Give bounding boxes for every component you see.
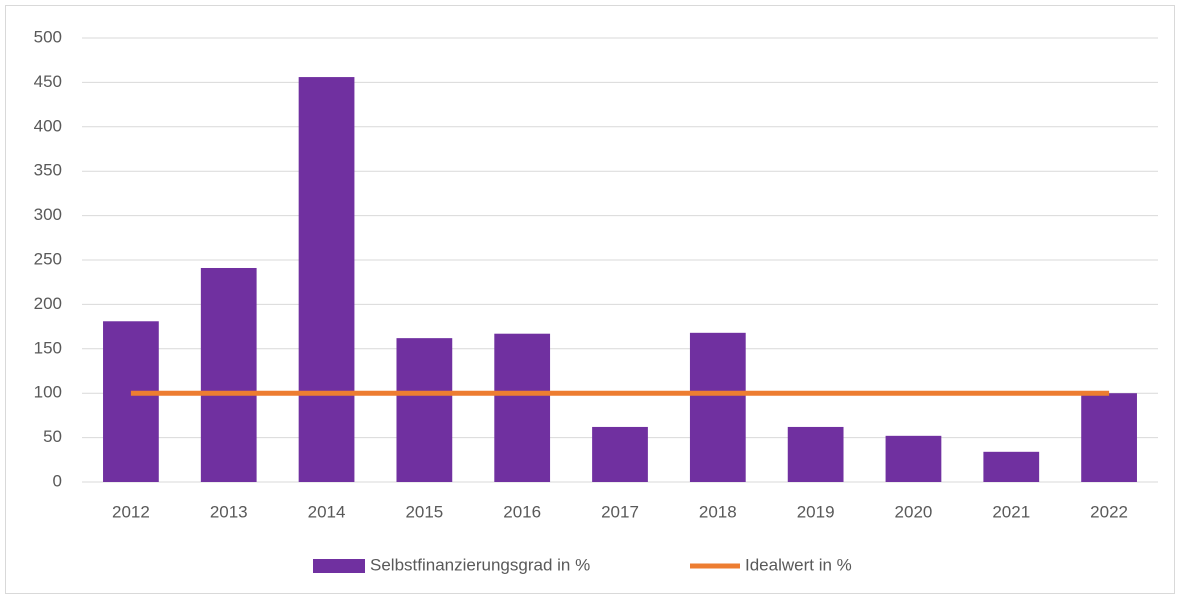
- bar: [689, 332, 746, 482]
- legend-label: Idealwert in %: [745, 555, 852, 574]
- y-tick-label: 350: [34, 161, 62, 180]
- bar: [298, 77, 355, 483]
- bar: [592, 426, 648, 482]
- legend-swatch: [313, 559, 365, 573]
- x-tick-label: 2020: [895, 502, 933, 521]
- y-tick-label: 50: [43, 427, 62, 446]
- x-tick-label: 2018: [699, 502, 737, 521]
- x-tick-label: 2012: [112, 502, 150, 521]
- bar: [200, 267, 257, 482]
- bar: [494, 333, 551, 482]
- x-tick-label: 2013: [210, 502, 248, 521]
- y-tick-label: 0: [53, 471, 62, 490]
- x-tick-label: 2022: [1090, 502, 1128, 521]
- x-tick-label: 2015: [405, 502, 443, 521]
- y-tick-label: 200: [34, 294, 62, 313]
- y-tick-label: 100: [34, 383, 62, 402]
- bar: [1081, 393, 1137, 482]
- bar: [787, 426, 844, 482]
- x-tick-label: 2017: [601, 502, 639, 521]
- y-tick-label: 500: [34, 27, 62, 46]
- y-tick-label: 250: [34, 249, 62, 268]
- x-tick-label: 2016: [503, 502, 541, 521]
- x-tick-label: 2014: [308, 502, 346, 521]
- legend-label: Selbstfinanzierungsgrad in %: [370, 555, 590, 574]
- x-tick-label: 2019: [797, 502, 835, 521]
- x-tick-label: 2021: [992, 502, 1030, 521]
- y-tick-label: 150: [34, 338, 62, 357]
- bar: [396, 338, 453, 482]
- y-tick-label: 450: [34, 72, 62, 91]
- y-tick-label: 300: [34, 205, 62, 224]
- bar: [885, 435, 942, 482]
- bar: [983, 451, 1040, 482]
- chart-border: [5, 5, 1175, 594]
- bar: [103, 321, 159, 482]
- y-tick-label: 400: [34, 116, 62, 135]
